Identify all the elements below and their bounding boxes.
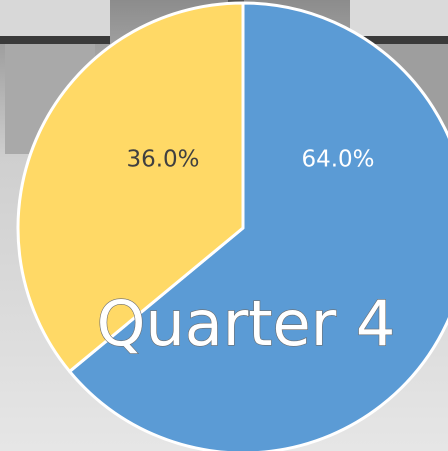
data-label: 64.0% xyxy=(301,147,374,173)
pie: 64.0% 36.0% xyxy=(18,3,448,451)
data-label: 36.0% xyxy=(126,147,199,173)
chart-title: Quarter 4 xyxy=(97,287,396,360)
chart: 64.0% 36.0% Quarter 4 xyxy=(0,0,448,451)
